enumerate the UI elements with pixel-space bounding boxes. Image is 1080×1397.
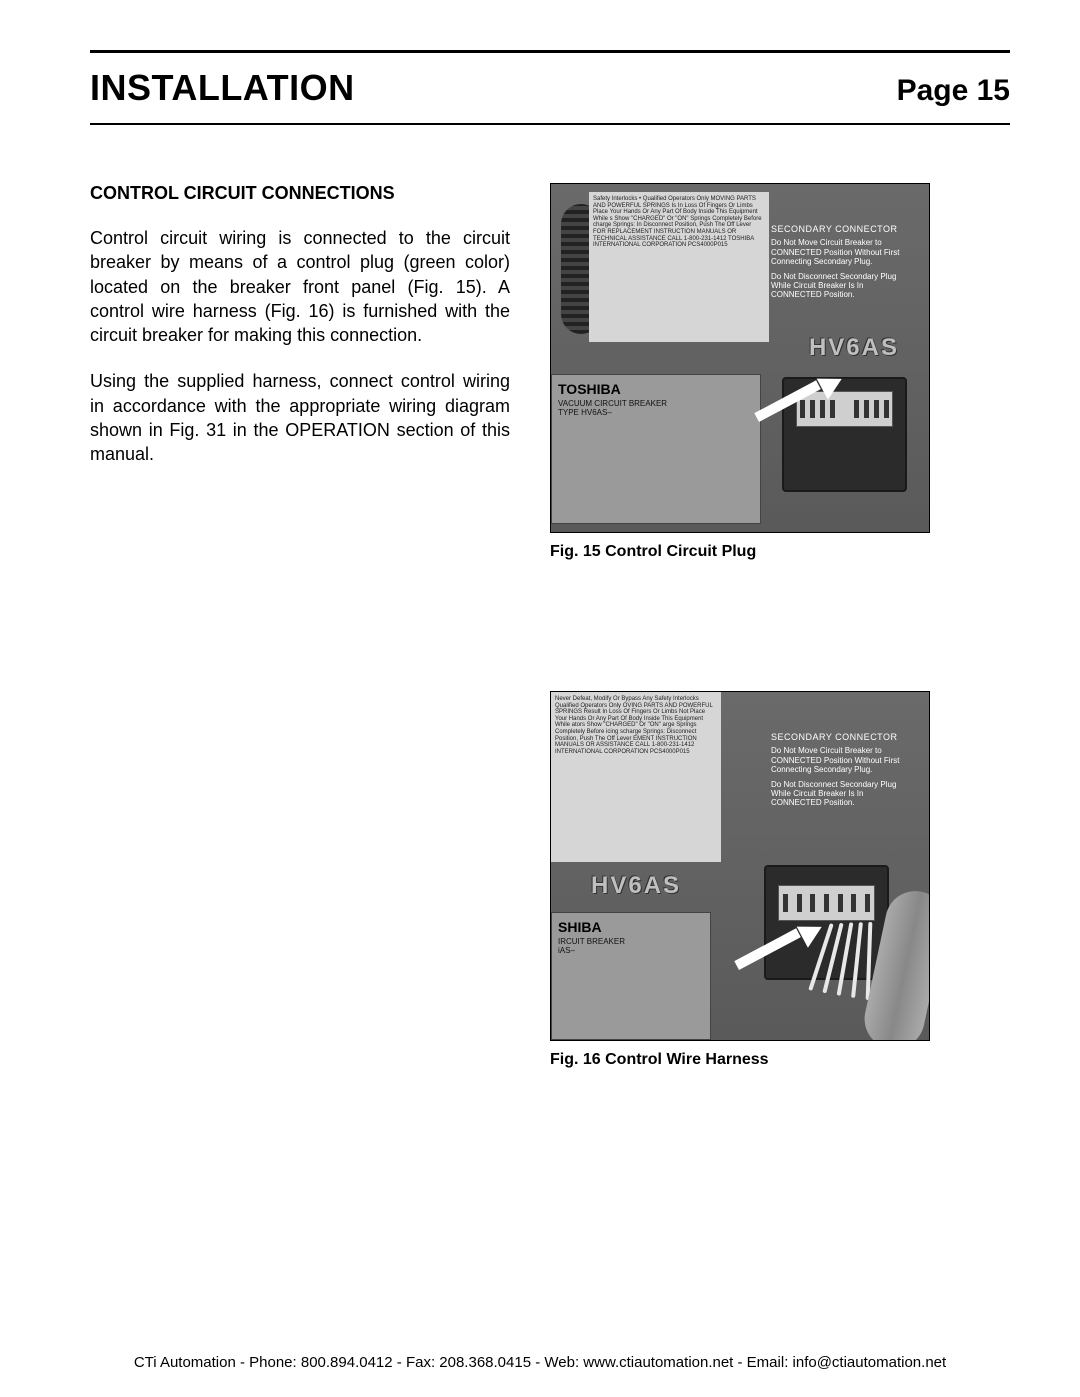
connector-warning-label: SECONDARY CONNECTOR Do Not Move Circuit …: [771, 224, 911, 299]
figure-15: Safety Interlocks • Qualified Operators …: [550, 183, 1010, 561]
page-number: Page 15: [897, 74, 1010, 108]
nameplate-line-1: IRCUIT BREAKER: [558, 937, 704, 946]
top-rule: [90, 50, 1010, 53]
callout-arrow-icon: [759, 382, 839, 422]
header-underline: [90, 123, 1010, 125]
warning-text-2: Do Not Disconnect Secondary Plug While C…: [771, 272, 911, 300]
figure-16: Never Defeat, Modify Or Bypass Any Safet…: [550, 691, 1010, 1069]
connector-title: SECONDARY CONNECTOR: [771, 224, 911, 234]
callout-arrow-icon: [739, 930, 819, 970]
paragraph-2: Using the supplied harness, connect cont…: [90, 369, 510, 466]
left-column: CONTROL CIRCUIT CONNECTIONS Control circ…: [90, 183, 510, 1069]
model-text: HV6AS: [809, 334, 899, 362]
figure-15-caption: Fig. 15 Control Circuit Plug: [550, 543, 1010, 561]
nameplate-line-2: TYPE HV6AS–: [558, 408, 754, 417]
safety-label: Never Defeat, Modify Or Bypass Any Safet…: [551, 692, 721, 862]
nameplate-line-1: VACUUM CIRCUIT BREAKER: [558, 399, 754, 408]
nameplate-line-2: iAS–: [558, 946, 704, 955]
model-text: HV6AS: [591, 872, 681, 900]
paragraph-1: Control circuit wiring is connected to t…: [90, 226, 510, 347]
section-title: INSTALLATION: [90, 67, 355, 109]
subsection-heading: CONTROL CIRCUIT CONNECTIONS: [90, 183, 510, 204]
header-row: INSTALLATION Page 15: [90, 61, 1010, 113]
right-column: Safety Interlocks • Qualified Operators …: [550, 183, 1010, 1069]
warning-text-1: Do Not Move Circuit Breaker to CONNECTED…: [771, 238, 911, 266]
safety-label: Safety Interlocks • Qualified Operators …: [589, 192, 769, 342]
warning-text-2: Do Not Disconnect Secondary Plug While C…: [771, 780, 911, 808]
figure-15-photo: Safety Interlocks • Qualified Operators …: [550, 183, 930, 533]
content-columns: CONTROL CIRCUIT CONNECTIONS Control circ…: [90, 183, 1010, 1069]
brand-text: SHIBA: [558, 919, 704, 935]
figure-16-photo: Never Defeat, Modify Or Bypass Any Safet…: [550, 691, 930, 1041]
brand-text: TOSHIBA: [558, 381, 754, 397]
nameplate: TOSHIBA VACUUM CIRCUIT BREAKER TYPE HV6A…: [551, 374, 761, 524]
nameplate: SHIBA IRCUIT BREAKER iAS–: [551, 912, 711, 1040]
figure-16-caption: Fig. 16 Control Wire Harness: [550, 1051, 1010, 1069]
footer-contact: CTi Automation - Phone: 800.894.0412 - F…: [0, 1354, 1080, 1371]
connector-title: SECONDARY CONNECTOR: [771, 732, 911, 742]
connector-warning-label: SECONDARY CONNECTOR Do Not Move Circuit …: [771, 732, 911, 807]
warning-text-1: Do Not Move Circuit Breaker to CONNECTED…: [771, 746, 911, 774]
